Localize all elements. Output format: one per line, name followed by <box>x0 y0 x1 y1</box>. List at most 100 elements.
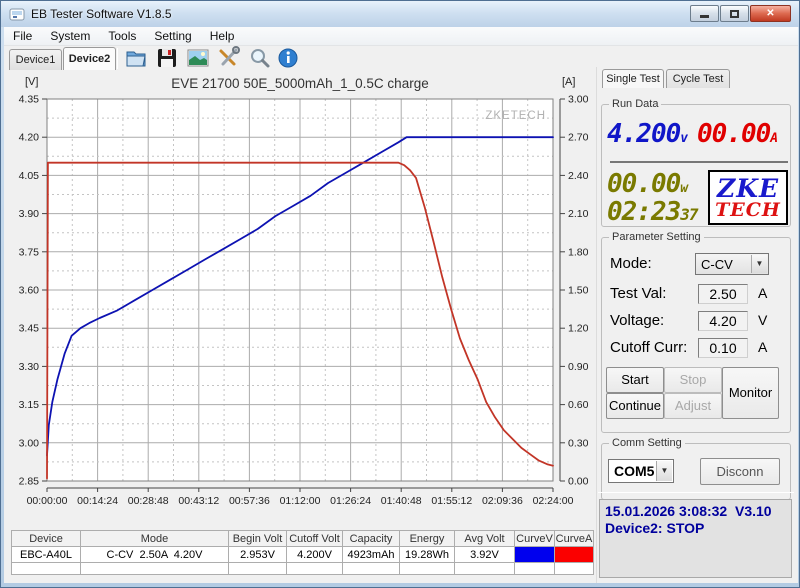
zoom-icon[interactable] <box>248 46 272 70</box>
chart-title: EVE 21700 50E_5000mAh_1_0.5C charge <box>171 76 428 91</box>
column-header-capacity: Capacity <box>342 530 400 547</box>
column-header-avg-volt: Avg Volt <box>454 530 515 547</box>
left-axis-tick-label: 3.15 <box>19 399 40 411</box>
voltage-display: 4.200v <box>607 119 689 149</box>
image-export-icon[interactable] <box>186 46 210 70</box>
cutoff-curr-input[interactable]: 0.10 <box>698 338 748 358</box>
column-header-curvev: CurveV <box>514 530 555 547</box>
tab-single-test[interactable]: Single Test <box>602 69 664 88</box>
client-area: File System Tools Setting Help <box>4 27 798 583</box>
adjust-button: Adjust <box>664 393 722 419</box>
right-axis-unit-label: [A] <box>562 76 575 88</box>
continue-button[interactable]: Continue <box>606 393 664 419</box>
results-table: Device Mode Begin Volt Cutoff Volt Capacity E… <box>11 530 594 575</box>
table-cell <box>514 562 555 575</box>
x-axis-tick-label: 01:40:48 <box>381 495 422 507</box>
table-cell <box>342 562 400 575</box>
watermark: ZKETECH <box>485 110 546 122</box>
time-display: 02:2337 <box>607 197 699 227</box>
left-axis-tick-label: 3.00 <box>19 437 40 449</box>
menu-system[interactable]: System <box>50 29 91 43</box>
run-data-group: Run Data <box>601 98 791 227</box>
left-axis-tick-label: 2.85 <box>19 476 40 488</box>
right-axis-tick-label: 2.40 <box>568 170 589 182</box>
minimize-button[interactable] <box>690 5 719 22</box>
table-cell: 3.92V <box>454 546 515 563</box>
menu-tools[interactable]: Tools <box>108 29 137 43</box>
monitor-button[interactable]: Monitor <box>722 367 779 419</box>
mode-select[interactable]: C-CV ▼ <box>695 253 769 275</box>
menu-setting[interactable]: Setting <box>154 29 192 43</box>
right-axis-tick-label: 2.10 <box>568 208 589 220</box>
left-axis-tick-label: 4.35 <box>19 94 40 106</box>
start-button[interactable]: Start <box>606 367 664 393</box>
right-axis-tick-label: 2.70 <box>568 132 589 144</box>
current-display: 00.00A <box>697 119 779 149</box>
status-box: 15.01.2026 3:08:32 V3.10 Device2: STOP <box>599 499 792 578</box>
right-axis-tick-label: 0.60 <box>568 399 589 411</box>
tab-cycle-test[interactable]: Cycle Test <box>666 69 730 88</box>
chevron-down-icon[interactable]: ▼ <box>656 461 672 481</box>
table-cell: 4923mAh <box>342 546 400 563</box>
test-val-unit: A <box>758 285 768 301</box>
column-header-cutoff-volt: Cutoff Volt <box>286 530 343 547</box>
table-row-empty <box>11 562 594 575</box>
power-display: 00.00w <box>607 169 689 199</box>
column-header-begin-volt: Begin Volt <box>228 530 287 547</box>
comm-setting-label: Comm Setting <box>609 437 685 449</box>
x-axis-tick-label: 01:12:00 <box>280 495 321 507</box>
left-axis-tick-label: 3.45 <box>19 323 40 335</box>
left-axis-tick-label: 4.20 <box>19 132 40 144</box>
run-data-label: Run Data <box>609 98 662 110</box>
column-header-mode: Mode <box>80 530 229 547</box>
tools-icon[interactable] <box>217 46 241 70</box>
info-icon[interactable] <box>276 46 300 70</box>
parameter-setting-label: Parameter Setting <box>609 231 704 243</box>
left-axis-tick-label: 3.60 <box>19 285 40 297</box>
menu-bar: File System Tools Setting Help <box>4 27 798 46</box>
chevron-down-icon[interactable]: ▼ <box>751 255 767 273</box>
x-axis-tick-label: 01:55:12 <box>431 495 472 507</box>
curve-v-swatch <box>514 546 555 563</box>
menu-help[interactable]: Help <box>209 29 235 43</box>
right-axis-tick-label: 1.50 <box>568 285 589 297</box>
left-axis-tick-label: 3.90 <box>19 208 40 220</box>
x-axis-tick-label: 00:00:00 <box>27 495 68 507</box>
x-axis-tick-label: 00:43:12 <box>178 495 219 507</box>
status-line-1: 15.01.2026 3:08:32 V3.10 <box>605 503 772 519</box>
tab-device2[interactable]: Device2 <box>63 47 116 70</box>
table-cell <box>228 562 287 575</box>
table-cell: 4.200V <box>286 546 343 563</box>
current-curve <box>46 161 554 480</box>
test-val-input[interactable]: 2.50 <box>698 284 748 304</box>
maximize-button[interactable] <box>720 5 749 22</box>
titlebar[interactable]: EB Tester Software V1.8.5 ✕ <box>1 1 799 27</box>
left-axis-tick-label: 4.05 <box>19 170 40 182</box>
com-port-select[interactable]: COM5 ▼ <box>608 459 674 483</box>
save-icon[interactable] <box>155 46 179 70</box>
cutoff-curr-label: Cutoff Curr: <box>610 339 688 356</box>
table-cell <box>11 562 81 575</box>
mode-label: Mode: <box>610 255 652 272</box>
left-axis-tick-label: 3.30 <box>19 361 40 373</box>
column-header-energy: Energy <box>399 530 455 547</box>
voltage-input[interactable]: 4.20 <box>698 311 748 331</box>
tab-device1[interactable]: Device1 <box>9 49 62 70</box>
curve-a-swatch <box>554 546 594 563</box>
open-folder-icon[interactable] <box>124 46 148 70</box>
table-cell <box>286 562 343 575</box>
x-axis-tick-label: 01:26:24 <box>330 495 371 507</box>
voltage-curve <box>46 136 554 457</box>
divider <box>598 492 794 493</box>
right-axis-tick-label: 0.90 <box>568 361 589 373</box>
close-button[interactable]: ✕ <box>750 5 791 22</box>
disconnect-button[interactable]: Disconn <box>700 458 780 485</box>
right-axis-tick-label: 0.00 <box>568 476 589 488</box>
right-axis-tick-label: 0.30 <box>568 437 589 449</box>
x-axis-tick-label: 02:09:36 <box>482 495 523 507</box>
menu-file[interactable]: File <box>13 29 33 43</box>
voltage-unit: V <box>758 312 768 328</box>
status-line-2: Device2: STOP <box>605 520 705 536</box>
column-header-device: Device <box>11 530 81 547</box>
